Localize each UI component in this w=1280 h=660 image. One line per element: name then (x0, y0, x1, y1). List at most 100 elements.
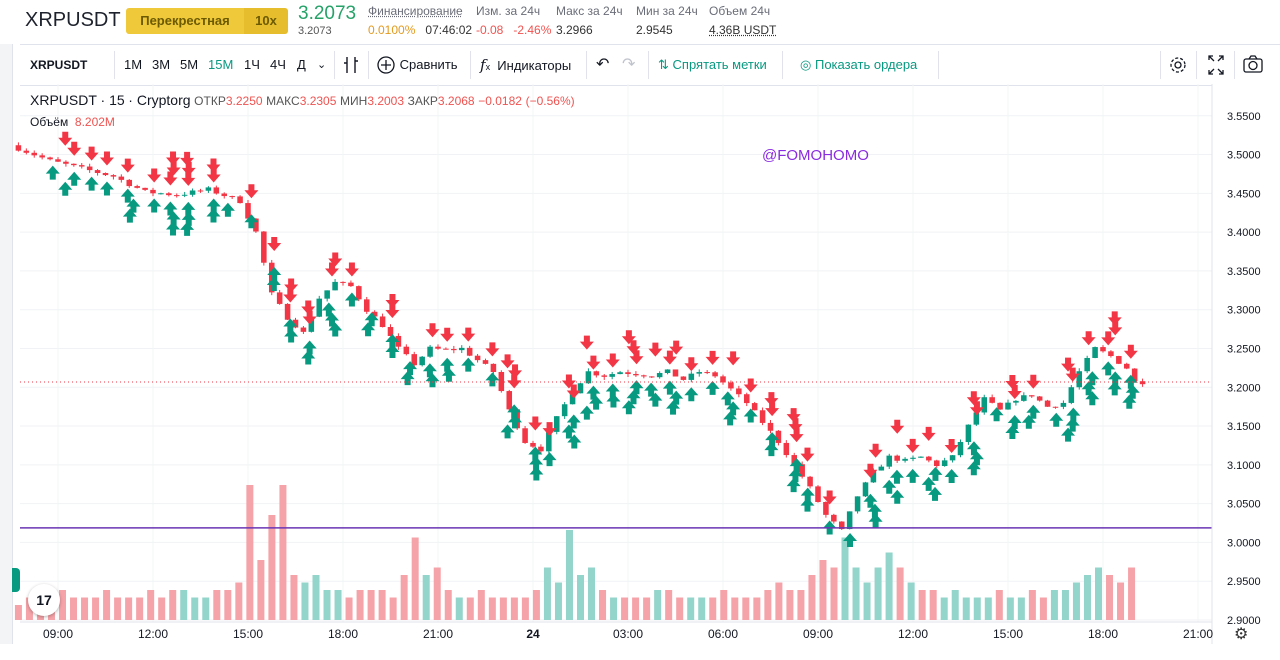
candle-body (443, 348, 449, 350)
buy-signal-arrow (206, 198, 221, 213)
candle-body (823, 502, 829, 515)
gear-icon[interactable] (1168, 45, 1188, 85)
candle-body (561, 404, 568, 417)
divider (368, 51, 369, 79)
legend-change: −0.0182 (478, 94, 522, 108)
interval-4h[interactable]: 4Ч (270, 57, 286, 72)
sell-signal-arrow (561, 374, 576, 389)
camera-icon[interactable] (1242, 45, 1264, 85)
volume-bar (731, 597, 739, 620)
show-orders-button[interactable]: ◎ Показать ордера (800, 45, 917, 85)
toolbar-collapse-handle[interactable] (12, 568, 20, 592)
interval-5m[interactable]: 5М (180, 57, 199, 72)
price-tick-label: 3.2000 (1227, 382, 1261, 394)
buy-signal-arrow (723, 411, 738, 426)
volume-bar (444, 590, 452, 620)
undo-icon[interactable]: ↶ (596, 56, 610, 73)
margin-mode-button[interactable]: Перекрестная (126, 8, 244, 34)
buy-signal-arrow (579, 405, 594, 420)
interval-1h[interactable]: 1Ч (244, 57, 260, 72)
buy-signal-arrow (928, 466, 943, 481)
candle-body (546, 431, 552, 452)
volume-bar (775, 582, 783, 620)
volume-legend: Объём 8.202M (30, 115, 115, 129)
volume-bar (929, 590, 937, 620)
buy-signal-arrow (868, 513, 883, 528)
fullscreen-icon[interactable] (1206, 45, 1226, 85)
buy-signal-arrow (120, 188, 135, 203)
buy-signal-arrow (684, 387, 699, 402)
sell-signal-arrow (605, 353, 620, 368)
volume-bar (422, 575, 430, 620)
legend-source: Cryptorg (136, 92, 191, 108)
candle-body (1044, 400, 1051, 407)
buy-signal-arrow (1125, 384, 1140, 399)
sell-signal-arrow (586, 355, 601, 370)
symbol-title[interactable]: XRPUSDT (25, 9, 121, 31)
buy-signal-arrow (507, 404, 522, 419)
tradingview-logo[interactable]: 17 (28, 584, 60, 616)
price-tick-label: 2.9500 (1227, 576, 1261, 588)
interval-15m[interactable]: 15М (208, 57, 234, 72)
redo-icon[interactable]: ↷ (622, 56, 636, 73)
change-stat: Изм. за 24ч -0.08 -2.46% (476, 4, 551, 37)
interval-3m[interactable]: 3М (152, 57, 171, 72)
buy-signal-arrow (542, 452, 557, 467)
buy-signal-arrow (508, 414, 523, 429)
sell-signal-arrow (765, 402, 780, 417)
sell-signal-arrow (181, 171, 196, 186)
interval-1m[interactable]: 1М (124, 57, 143, 72)
buy-signal-arrow (344, 292, 359, 307)
change-label: Изм. за 24ч (476, 4, 541, 18)
candle-body (997, 402, 1003, 410)
sell-signal-arrow (542, 422, 557, 437)
buy-signal-arrow (485, 372, 500, 387)
left-drawing-toolbar[interactable] (0, 44, 13, 644)
sell-signal-arrow (267, 237, 282, 252)
hide-marks-button[interactable]: ⇅ Спрятать метки (658, 45, 767, 85)
candle-body (63, 161, 69, 164)
volume-bar (356, 590, 364, 620)
candle-body (150, 189, 156, 194)
volume-bar (973, 597, 981, 620)
price-tick-label: 3.5500 (1227, 111, 1261, 123)
buy-signal-arrow (122, 208, 137, 223)
buy-signal-arrow (863, 493, 878, 508)
candle-body (1116, 356, 1122, 364)
buy-signal-arrow (1122, 394, 1137, 409)
chevron-down-icon[interactable]: ⌄ (317, 59, 327, 71)
indicators-button[interactable]: fx Индикаторы (480, 56, 572, 74)
legend-close: 3.2068 (437, 94, 475, 108)
candle-body (1021, 395, 1027, 401)
candle-body (1139, 381, 1146, 385)
buy-signal-arrow (966, 441, 981, 456)
sell-signal-arrow (1007, 385, 1022, 400)
axis-settings-gear-icon[interactable]: ⚙ (1234, 626, 1249, 643)
buy-signal-arrow (84, 176, 99, 191)
candle-body (118, 176, 125, 180)
candle-type-icon[interactable] (342, 45, 360, 85)
price-tick-label: 3.0500 (1227, 499, 1261, 511)
buy-signal-arrow (969, 451, 984, 466)
buy-signal-arrow (328, 322, 343, 337)
high-label: Макс за 24ч (556, 4, 623, 18)
leverage-button[interactable]: 10x (244, 8, 288, 34)
buy-signal-arrow (302, 340, 317, 355)
volume-bar (312, 575, 320, 620)
candle-body (593, 371, 600, 376)
volume-bar (81, 597, 89, 620)
interval-d[interactable]: Д (297, 57, 306, 72)
change-values: -0.08 -2.46% (476, 23, 551, 37)
volume-bar (510, 597, 518, 620)
sell-signal-arrow (301, 300, 316, 315)
candle-body (308, 316, 315, 332)
candle-body (965, 424, 972, 443)
toolbar-symbol[interactable]: XRPUSDT (30, 58, 88, 72)
volume-bar (290, 575, 298, 620)
compare-button[interactable]: Сравнить (376, 45, 458, 85)
buy-signal-arrow (1085, 391, 1100, 406)
volume-bar (1028, 590, 1036, 620)
candle-body (134, 186, 140, 188)
candle-body (126, 179, 133, 187)
volume-bar (14, 605, 22, 620)
